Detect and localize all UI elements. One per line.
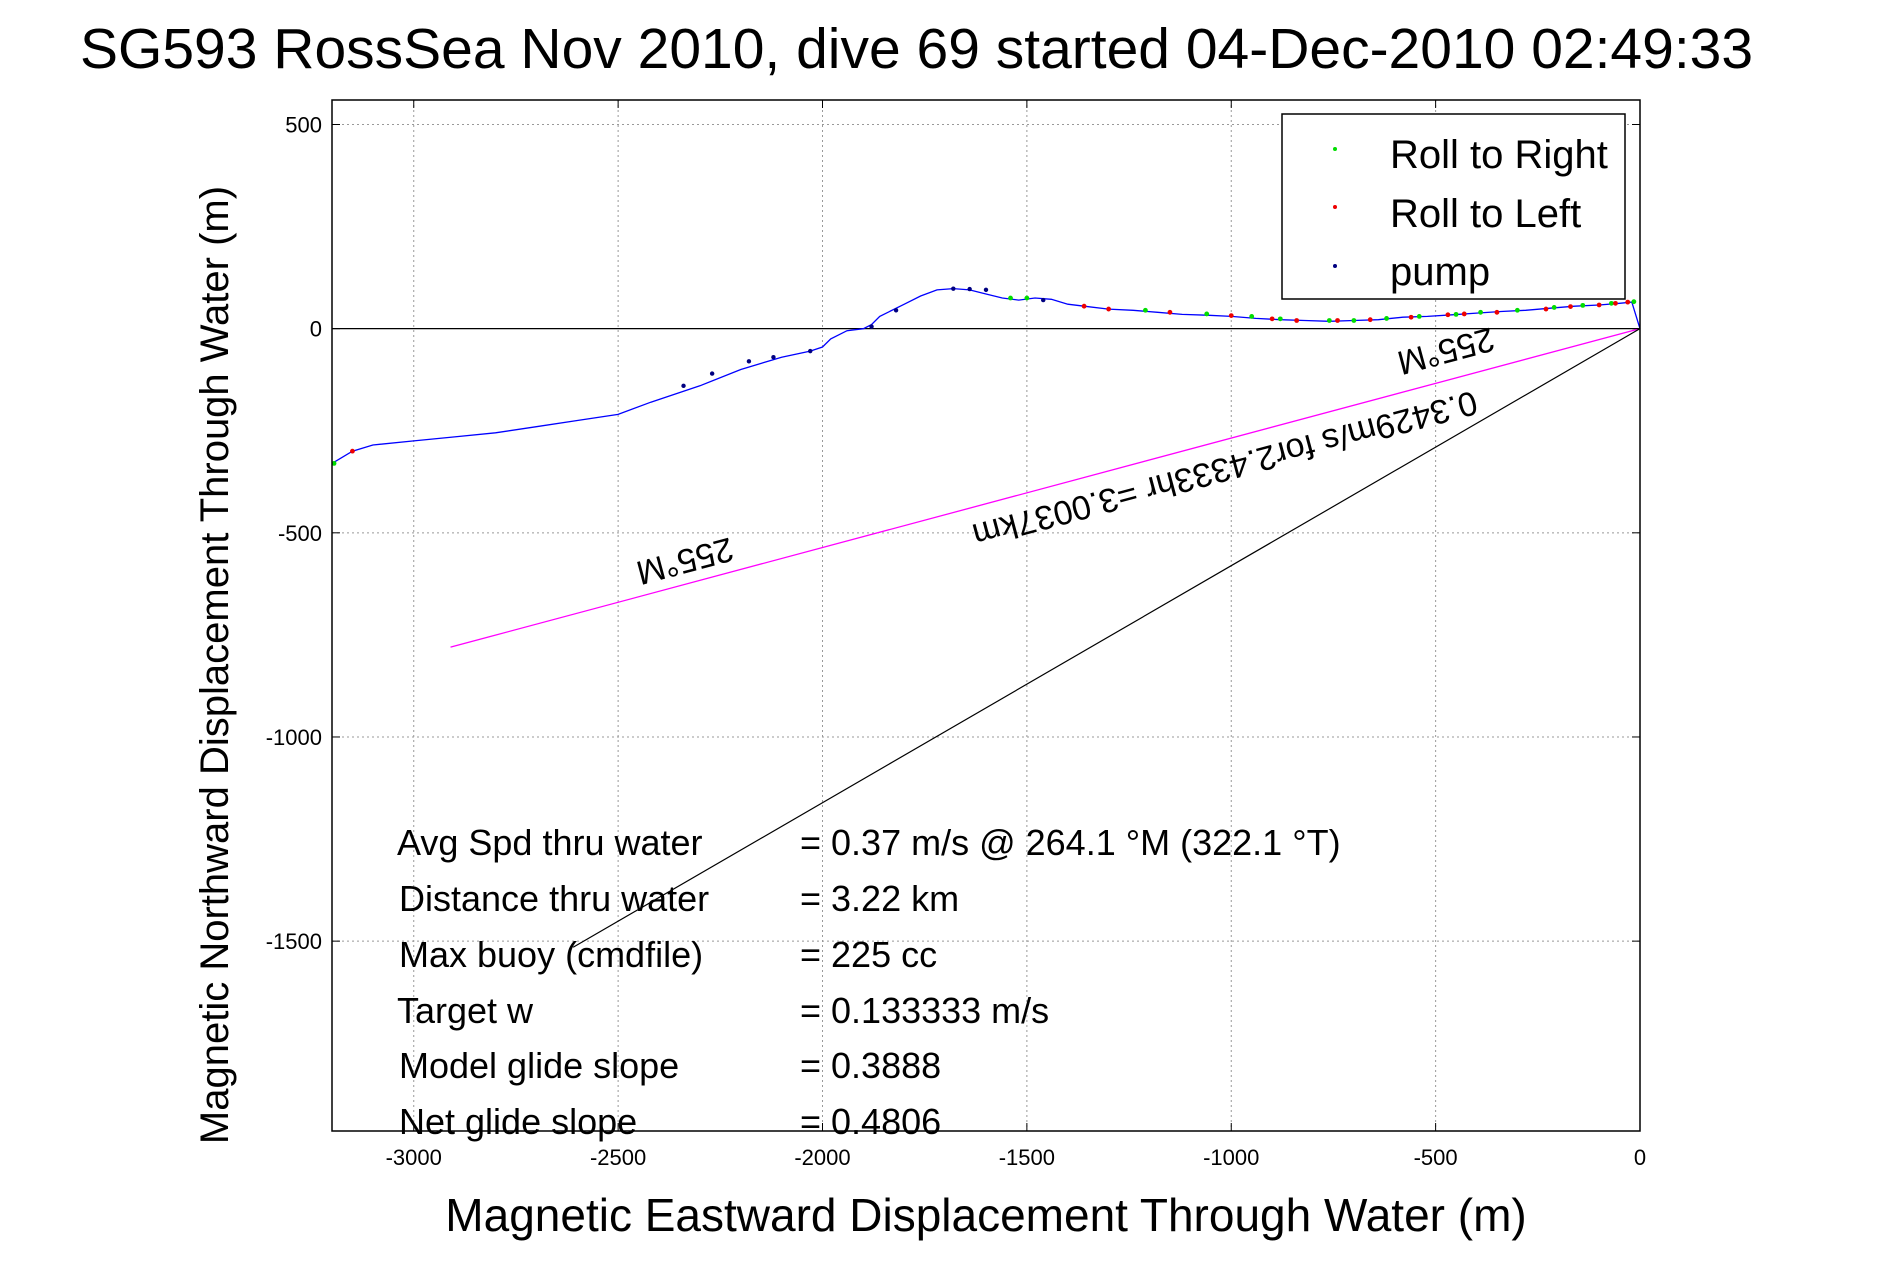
pump-point [869, 324, 874, 329]
roll-left-point [1106, 306, 1112, 312]
stat-label-distance: Distance thru water [399, 878, 709, 919]
roll-right-point [1384, 316, 1389, 321]
x-tick-label: -500 [1414, 1145, 1458, 1170]
roll-right-point [1204, 311, 1210, 317]
roll-right-point [1024, 295, 1030, 301]
stat-label-target-w: Target w [397, 990, 534, 1031]
roll-right-point [1580, 302, 1586, 308]
legend-box [1281, 113, 1626, 300]
roll-right-point [1514, 307, 1520, 313]
pump-point [951, 286, 956, 291]
y-tick-label: 500 [285, 112, 322, 137]
legend-label-roll-right: Roll to Right [1390, 133, 1608, 177]
pump-point [771, 355, 776, 360]
legend-marker-roll-left [1333, 205, 1337, 209]
roll-left-point [1445, 312, 1451, 318]
legend-label-pump: pump [1390, 250, 1490, 294]
chart-title: SG593 RossSea Nov 2010, dive 69 started … [80, 17, 1753, 81]
roll-left-point [1625, 299, 1631, 305]
roll-left-point [1081, 303, 1087, 309]
x-tick-label: 0 [1634, 1145, 1646, 1170]
roll-left-point [350, 448, 355, 454]
roll-right-point [1351, 318, 1357, 323]
pump-point [808, 348, 813, 354]
stat-value-max-buoy: = 225 cc [800, 934, 937, 975]
roll-left-point [1167, 309, 1173, 315]
roll-right-point [1416, 314, 1422, 319]
legend-label-roll-left: Roll to Left [1390, 192, 1581, 236]
stat-label-net-glide: Net glide slope [399, 1101, 637, 1142]
pump-point [681, 383, 686, 389]
roll-left-point [1613, 300, 1618, 306]
roll-right-point [1143, 307, 1148, 313]
pump-point [893, 308, 899, 313]
roll-right-point [1631, 299, 1637, 305]
y-tick-label: -1500 [266, 929, 322, 954]
grid-layer [332, 100, 1640, 1131]
reference-lines [450, 328, 1641, 948]
roll-left-point [1335, 318, 1340, 323]
legend-marker-pump [1333, 264, 1337, 268]
roll-right-point [1453, 311, 1459, 317]
roll-right-point [1249, 314, 1255, 319]
pump-point [1041, 297, 1046, 303]
roll-right-point [1478, 309, 1483, 315]
stat-value-avg-speed: = 0.37 m/s @ 264.1 °M (322.1 °T) [800, 822, 1341, 863]
stat-value-target-w: = 0.133333 m/s [800, 990, 1049, 1031]
x-tick-label: -1000 [1203, 1145, 1259, 1170]
y-tick-label: 0 [310, 317, 322, 342]
roll-left-point [1294, 318, 1300, 323]
roll-right-point [1008, 295, 1013, 301]
y-axis-label: Magnetic Northward Displacement Through … [193, 186, 237, 1144]
roll-left-point [1228, 313, 1234, 318]
stat-value-distance: = 3.22 km [800, 878, 959, 919]
roll-right-point [331, 461, 337, 466]
stat-label-max-buoy: Max buoy (cmdfile) [399, 934, 703, 975]
roll-left-point [1568, 304, 1573, 310]
legend-marker-roll-right [1333, 147, 1337, 151]
plot-frame [331, 99, 1641, 1132]
x-tick-label: -2000 [794, 1145, 850, 1170]
roll-left-point [1494, 309, 1500, 315]
displacement-line [572, 328, 1641, 948]
x-tick-label: -2500 [590, 1145, 646, 1170]
roll-left-point [1596, 302, 1602, 308]
roll-left-point [1461, 311, 1467, 317]
roll-right-point [1277, 316, 1283, 322]
stats-block: Avg Spd thru water = 0.37 m/s @ 264.1 °M… [397, 822, 1341, 1142]
series-layer [331, 286, 1641, 466]
x-tick-label: -3000 [386, 1145, 442, 1170]
pump-point [709, 371, 715, 376]
pump-point [746, 359, 752, 364]
roll-right-point [1326, 318, 1332, 323]
roll-left-point [1367, 317, 1373, 323]
stat-label-avg-speed: Avg Spd thru water [397, 822, 703, 863]
stat-value-net-glide: = 0.4806 [800, 1101, 941, 1142]
tick-layer: -3000 -2500 -2000 -1500 -1000 -500 0 500 0 -500 -1… [266, 100, 1646, 1170]
roll-left-point [1269, 316, 1275, 322]
y-tick-label: -500 [278, 521, 322, 546]
pump-point [983, 287, 989, 293]
pump-point [967, 286, 972, 292]
roll-left-point [1408, 314, 1414, 320]
x-tick-label: -1500 [999, 1145, 1055, 1170]
stat-label-model-glide: Model glide slope [399, 1045, 679, 1086]
roll-left-point [1543, 306, 1549, 312]
legend: Roll to Right Roll to Left pump [1281, 113, 1626, 300]
stat-value-model-glide: = 0.3888 [800, 1045, 941, 1086]
x-axis-label: Magnetic Eastward Displacement Through W… [445, 1189, 1526, 1241]
y-tick-label: -1000 [266, 725, 322, 750]
roll-right-point [1608, 300, 1614, 306]
roll-right-point [1551, 305, 1557, 310]
heading-line [450, 328, 1641, 648]
